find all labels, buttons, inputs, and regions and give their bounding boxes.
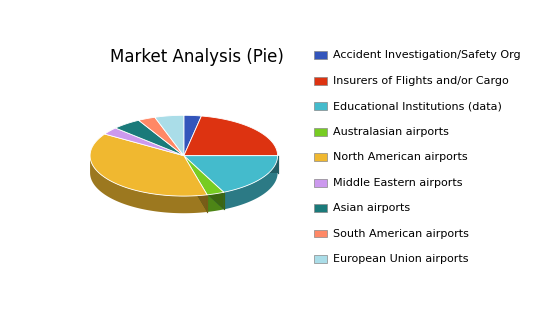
Polygon shape — [184, 156, 224, 209]
Bar — [314, 77, 327, 85]
Polygon shape — [139, 117, 184, 156]
Polygon shape — [184, 115, 201, 156]
Polygon shape — [224, 156, 278, 209]
Polygon shape — [184, 116, 278, 156]
Bar — [314, 153, 327, 161]
Text: Asian airports: Asian airports — [333, 203, 410, 213]
Bar — [314, 52, 327, 59]
Polygon shape — [104, 128, 184, 156]
Text: Market Analysis (Pie): Market Analysis (Pie) — [109, 48, 284, 66]
Polygon shape — [184, 156, 207, 212]
Text: Australasian airports: Australasian airports — [333, 127, 448, 137]
Polygon shape — [184, 156, 224, 209]
Polygon shape — [184, 156, 224, 195]
Polygon shape — [90, 156, 207, 213]
Bar — [314, 128, 327, 135]
Bar — [314, 255, 327, 263]
Bar — [314, 204, 327, 212]
Polygon shape — [184, 156, 278, 173]
Text: European Union airports: European Union airports — [333, 254, 468, 264]
Polygon shape — [184, 156, 207, 212]
Text: Insurers of Flights and/or Cargo: Insurers of Flights and/or Cargo — [333, 76, 508, 86]
Polygon shape — [184, 156, 278, 192]
Polygon shape — [184, 156, 278, 173]
Polygon shape — [207, 192, 224, 212]
Bar — [314, 102, 327, 110]
Text: Educational Institutions (data): Educational Institutions (data) — [333, 101, 502, 111]
Polygon shape — [155, 115, 184, 156]
Text: Accident Investigation/Safety Org: Accident Investigation/Safety Org — [333, 50, 520, 60]
Text: Middle Eastern airports: Middle Eastern airports — [333, 178, 462, 188]
Polygon shape — [90, 134, 207, 196]
Bar — [314, 179, 327, 187]
Text: South American airports: South American airports — [333, 229, 469, 238]
Bar — [314, 230, 327, 238]
Text: North American airports: North American airports — [333, 152, 467, 162]
Polygon shape — [116, 120, 184, 156]
